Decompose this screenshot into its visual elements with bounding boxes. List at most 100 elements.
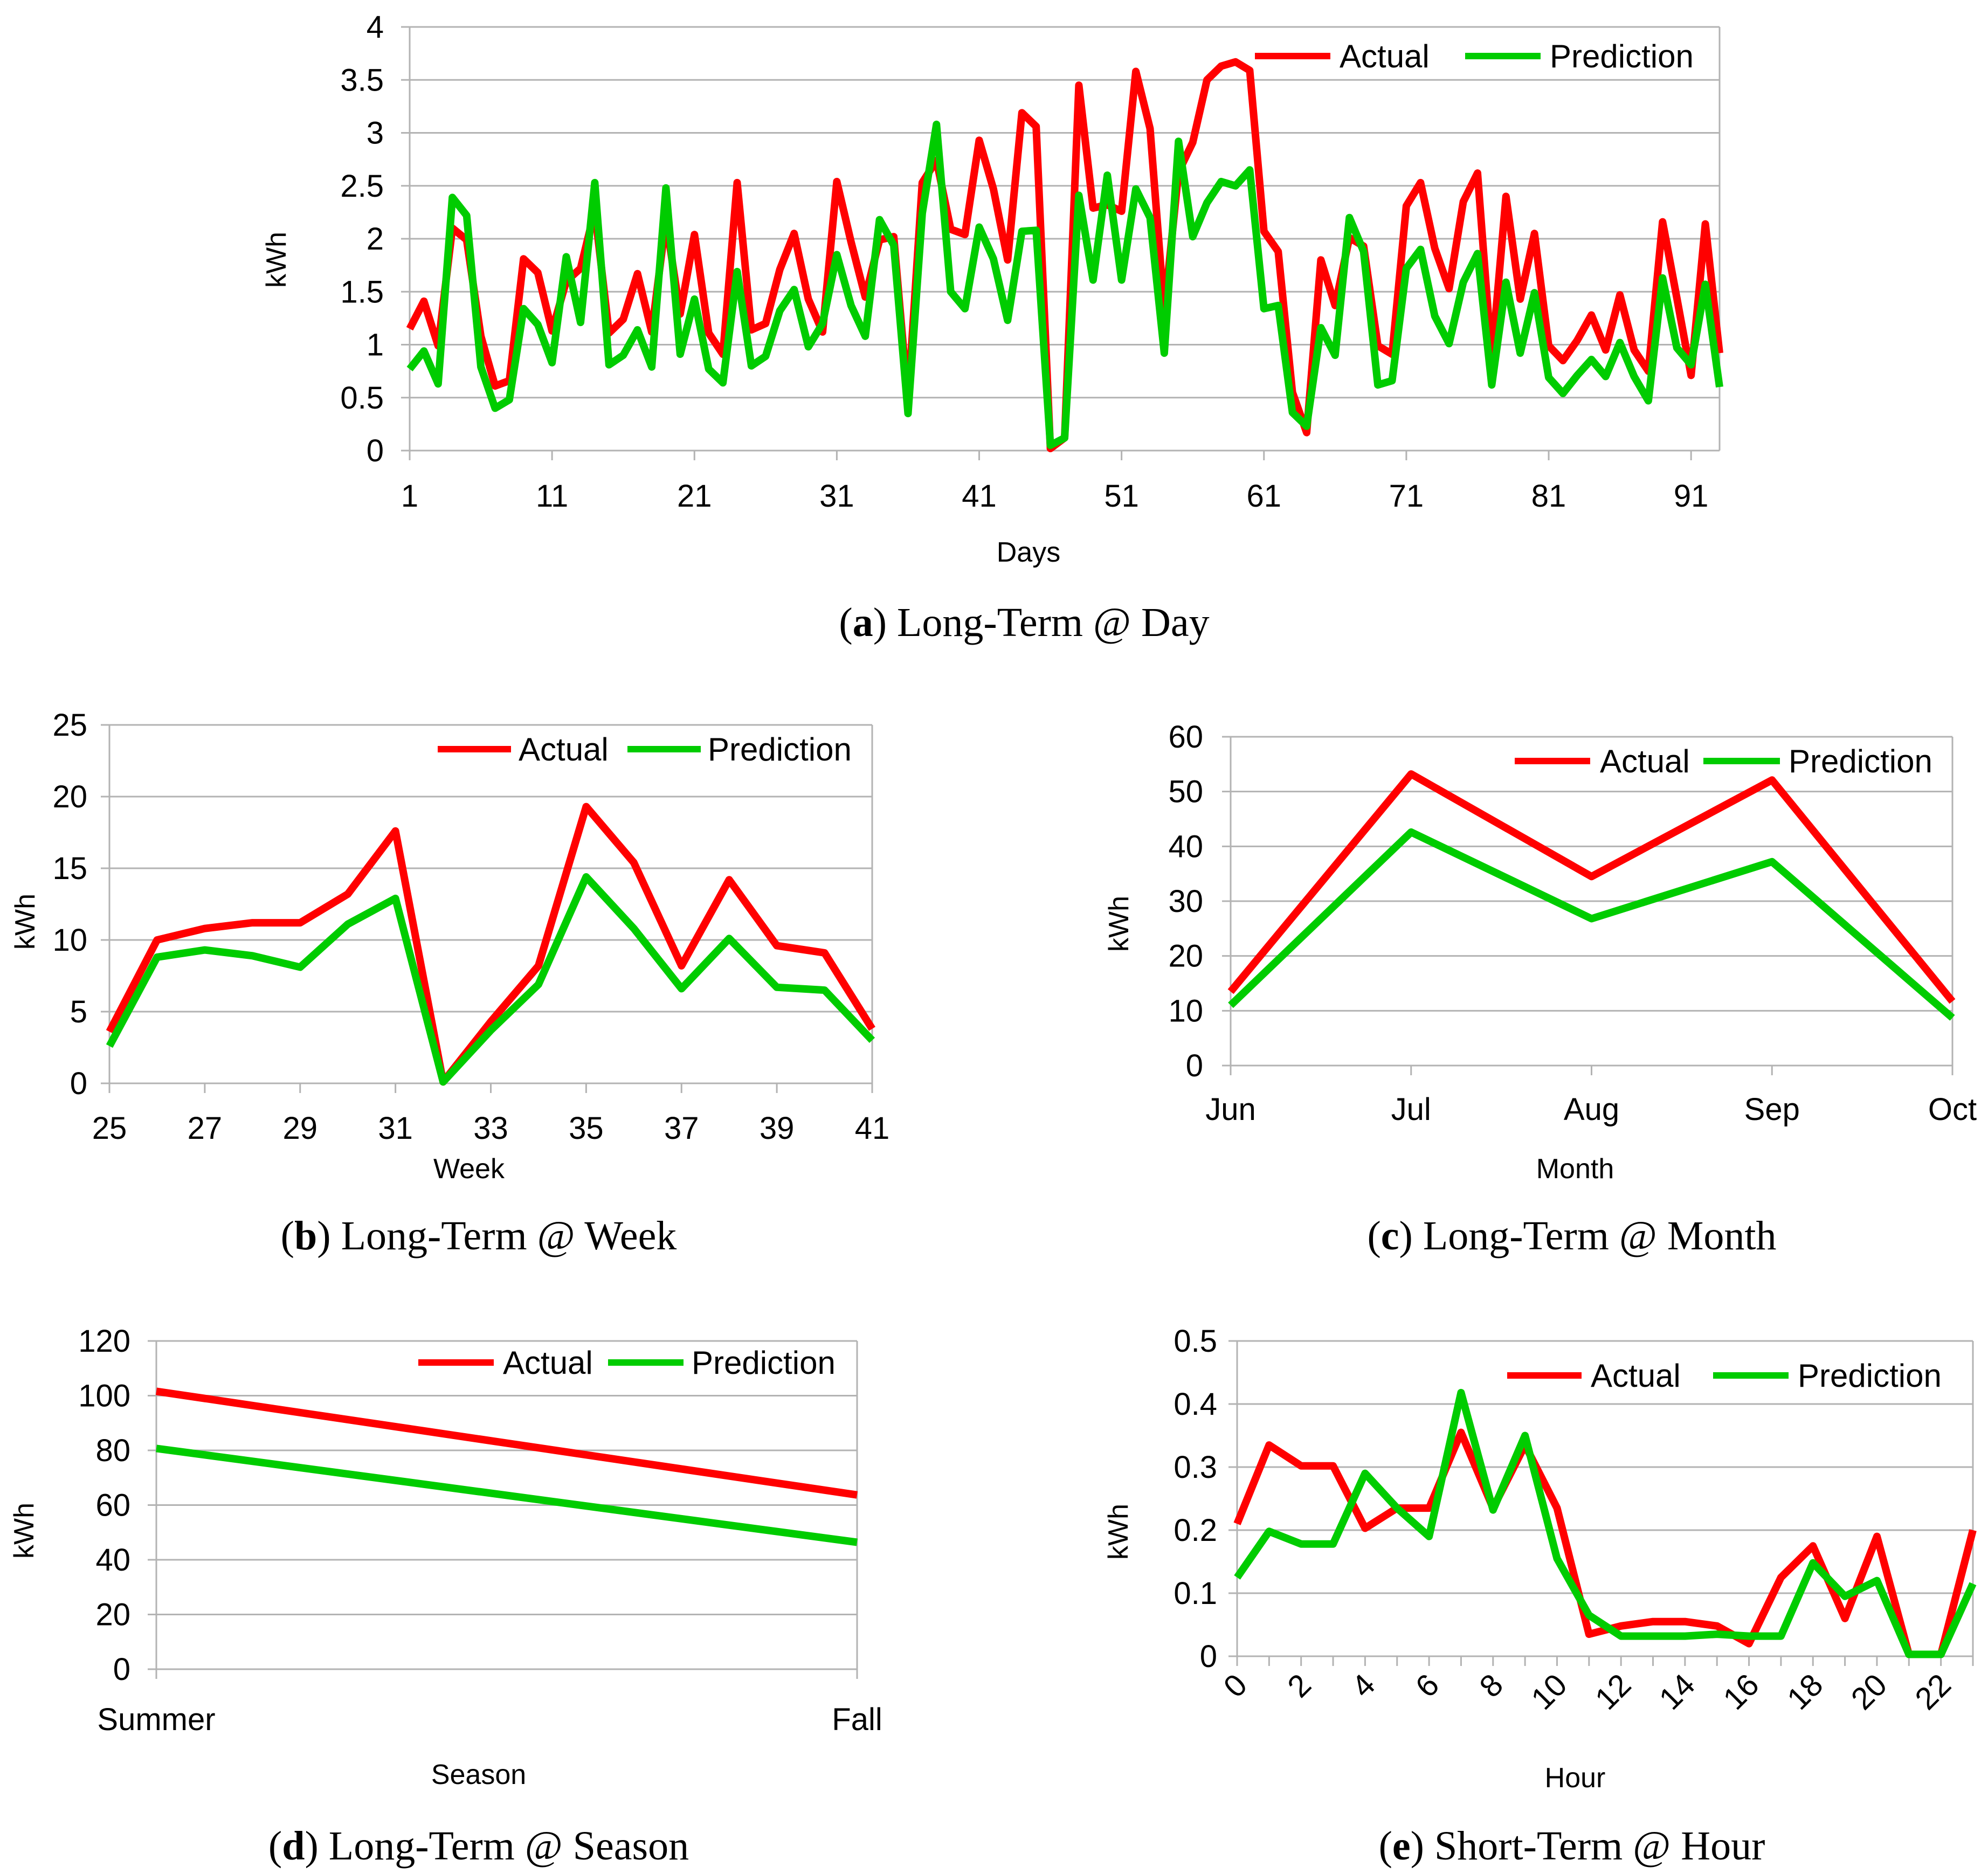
panel-d-ylabel: kWh [9,1503,40,1559]
panel-a-legend-actual: Actual [1340,38,1430,74]
panel-d-y-tick-1: 20 [95,1598,130,1633]
panel-e-x-tick-8: 16 [1716,1667,1766,1717]
panel-a-caption: (a) Long-Term @ Day [839,600,1209,645]
panel-a-y-ticks: 0 0.5 1 1.5 2 2.5 3 3.5 4 [340,10,384,468]
panel-b-caption-text: Long-Term @ Week [341,1213,677,1258]
panel-c-y-tick-3: 30 [1168,884,1203,919]
panel-b-x-tick-1: 27 [188,1111,223,1146]
panel-d-y-tick-0: 0 [113,1652,130,1687]
panel-b-x-tick-3: 31 [378,1111,413,1146]
panel-d-y-tick-6: 120 [78,1324,130,1359]
panel-a-x-tick-6: 61 [1247,479,1282,514]
panel-c-x-tick-4: Oct [1928,1092,1977,1127]
panel-b-y-tick-0: 0 [70,1066,87,1101]
panel-a-y-tick-2: 1 [367,328,384,363]
panel-c-caption-text: Long-Term @ Month [1423,1213,1777,1258]
panel-a-x-tick-8: 81 [1531,479,1566,514]
panel-c-caption-letter: c [1381,1213,1399,1258]
panel-e-frame [1228,1340,1974,1666]
panel-d-x-ticks: Summer Fall [97,1702,882,1737]
panel-a-series-prediction [406,120,1723,450]
panel-a-legend-prediction: Prediction [1550,38,1694,74]
panel-d-xlabel: Season [431,1759,526,1790]
panel-c-x-tick-2: Aug [1564,1092,1619,1127]
panel-e-x-tick-4: 8 [1473,1667,1510,1704]
panel-d-caption-text: Long-Term @ Season [329,1823,689,1869]
panel-b-caption: (b) Long-Term @ Week [281,1213,677,1258]
panel-b-y-tick-1: 5 [70,994,87,1029]
panel-a-y-tick-7: 3.5 [340,63,384,98]
panel-a-x-tick-4: 41 [962,479,997,514]
panel-c-y-tick-2: 20 [1168,939,1203,974]
panel-d-y-tick-5: 100 [78,1379,130,1414]
panel-b-legend-actual: Actual [519,731,609,767]
panel-e-x-tick-9: 18 [1780,1667,1830,1717]
panel-b: 0 5 10 15 20 25 25 27 29 31 33 35 37 39 … [10,708,889,1258]
panel-a-x-tick-5: 51 [1104,479,1139,514]
panel-e-x-tick-5: 10 [1524,1667,1574,1717]
panel-e-x-tick-7: 14 [1652,1667,1702,1717]
panel-e-x-tick-3: 6 [1409,1667,1446,1704]
panel-a-y-tick-6: 3 [367,116,384,151]
panel-e-ylabel: kWh [1103,1504,1134,1560]
panel-c-legend-prediction: Prediction [1789,743,1932,779]
panel-d-x-tick-0: Summer [97,1702,215,1737]
panel-c-x-tick-0: Jun [1205,1092,1256,1127]
panel-e-caption: (e) Short-Term @ Hour [1379,1823,1765,1869]
panel-e-legend-actual: Actual [1591,1358,1681,1394]
panel-b-caption-letter: b [294,1213,317,1258]
panel-e-y-tick-4: 0.4 [1174,1387,1217,1422]
panel-a-y-tick-5: 2.5 [340,169,384,204]
panel-e-xlabel: Hour [1545,1762,1606,1794]
panel-b-series-prediction [106,873,875,1086]
panel-b-x-tick-8: 41 [855,1111,890,1146]
panel-e-x-tick-1: 2 [1281,1667,1318,1704]
panel-c-series-prediction [1228,828,1955,1021]
panel-b-frame [101,724,873,1093]
panel-a-x-tick-7: 71 [1389,479,1424,514]
panel-e-y-tick-5: 0.5 [1174,1324,1217,1359]
panel-c-y-tick-6: 60 [1168,720,1203,755]
panel-a-y-tick-1: 0.5 [340,381,384,416]
panel-c-y-ticks: 0 10 20 30 40 50 60 [1168,720,1203,1083]
panel-e-x-tick-2: 4 [1345,1667,1382,1704]
panel-b-x-tick-2: 29 [282,1111,317,1146]
panel-c-y-tick-4: 40 [1168,829,1203,864]
panel-d-y-ticks: 0 20 40 60 80 100 120 [78,1324,130,1687]
panel-e-y-tick-1: 0.1 [1174,1576,1217,1611]
panel-b-x-tick-5: 35 [569,1111,604,1146]
panel-c-y-tick-5: 50 [1168,775,1203,810]
panel-a-caption-text: Long-Term @ Day [897,600,1210,645]
panel-a-x-tick-1: 11 [536,479,568,514]
panel-d-series-actual [155,1387,858,1499]
panel-c: 0 10 20 30 40 50 60 Jun Jul Aug Sep Oct … [1103,720,1977,1258]
panel-c-y-tick-0: 0 [1186,1048,1203,1083]
panel-c-legend-actual: Actual [1600,743,1690,779]
panel-e-series-prediction [1234,1388,1977,1658]
panel-c-frame [1222,736,1954,1075]
panel-e-x-tick-10: 20 [1845,1667,1894,1717]
panel-b-x-tick-4: 33 [473,1111,508,1146]
panel-b-y-tick-2: 10 [52,923,87,958]
panel-c-ylabel: kWh [1103,896,1135,952]
panel-d-x-tick-1: Fall [832,1702,882,1737]
panel-e-x-tick-11: 22 [1908,1667,1958,1717]
panel-c-y-tick-1: 10 [1168,993,1203,1028]
panel-a-y-tick-8: 4 [367,10,384,45]
panel-b-x-tick-7: 39 [760,1111,795,1146]
panel-c-series-actual [1227,770,1956,1004]
panel-e-caption-text: Short-Term @ Hour [1434,1823,1765,1869]
panel-b-x-tick-0: 25 [92,1111,127,1146]
panel-b-y-tick-5: 25 [52,708,87,743]
panel-a-x-tick-0: 1 [401,479,418,514]
panel-c-x-tick-1: Jul [1391,1092,1431,1127]
panel-d-caption: (d) Long-Term @ Season [268,1823,689,1869]
panel-d-legend-prediction: Prediction [692,1345,836,1381]
panel-d-frame [148,1340,858,1679]
panel-e: 0 0.1 0.2 0.3 0.4 0.5 0 2 4 6 8 10 12 14… [1103,1324,1977,1869]
panel-a-caption-letter: a [853,600,873,645]
panel-d-series-prediction [156,1444,858,1546]
panel-d-y-tick-2: 40 [95,1543,130,1578]
panel-e-y-tick-0: 0 [1200,1639,1217,1674]
